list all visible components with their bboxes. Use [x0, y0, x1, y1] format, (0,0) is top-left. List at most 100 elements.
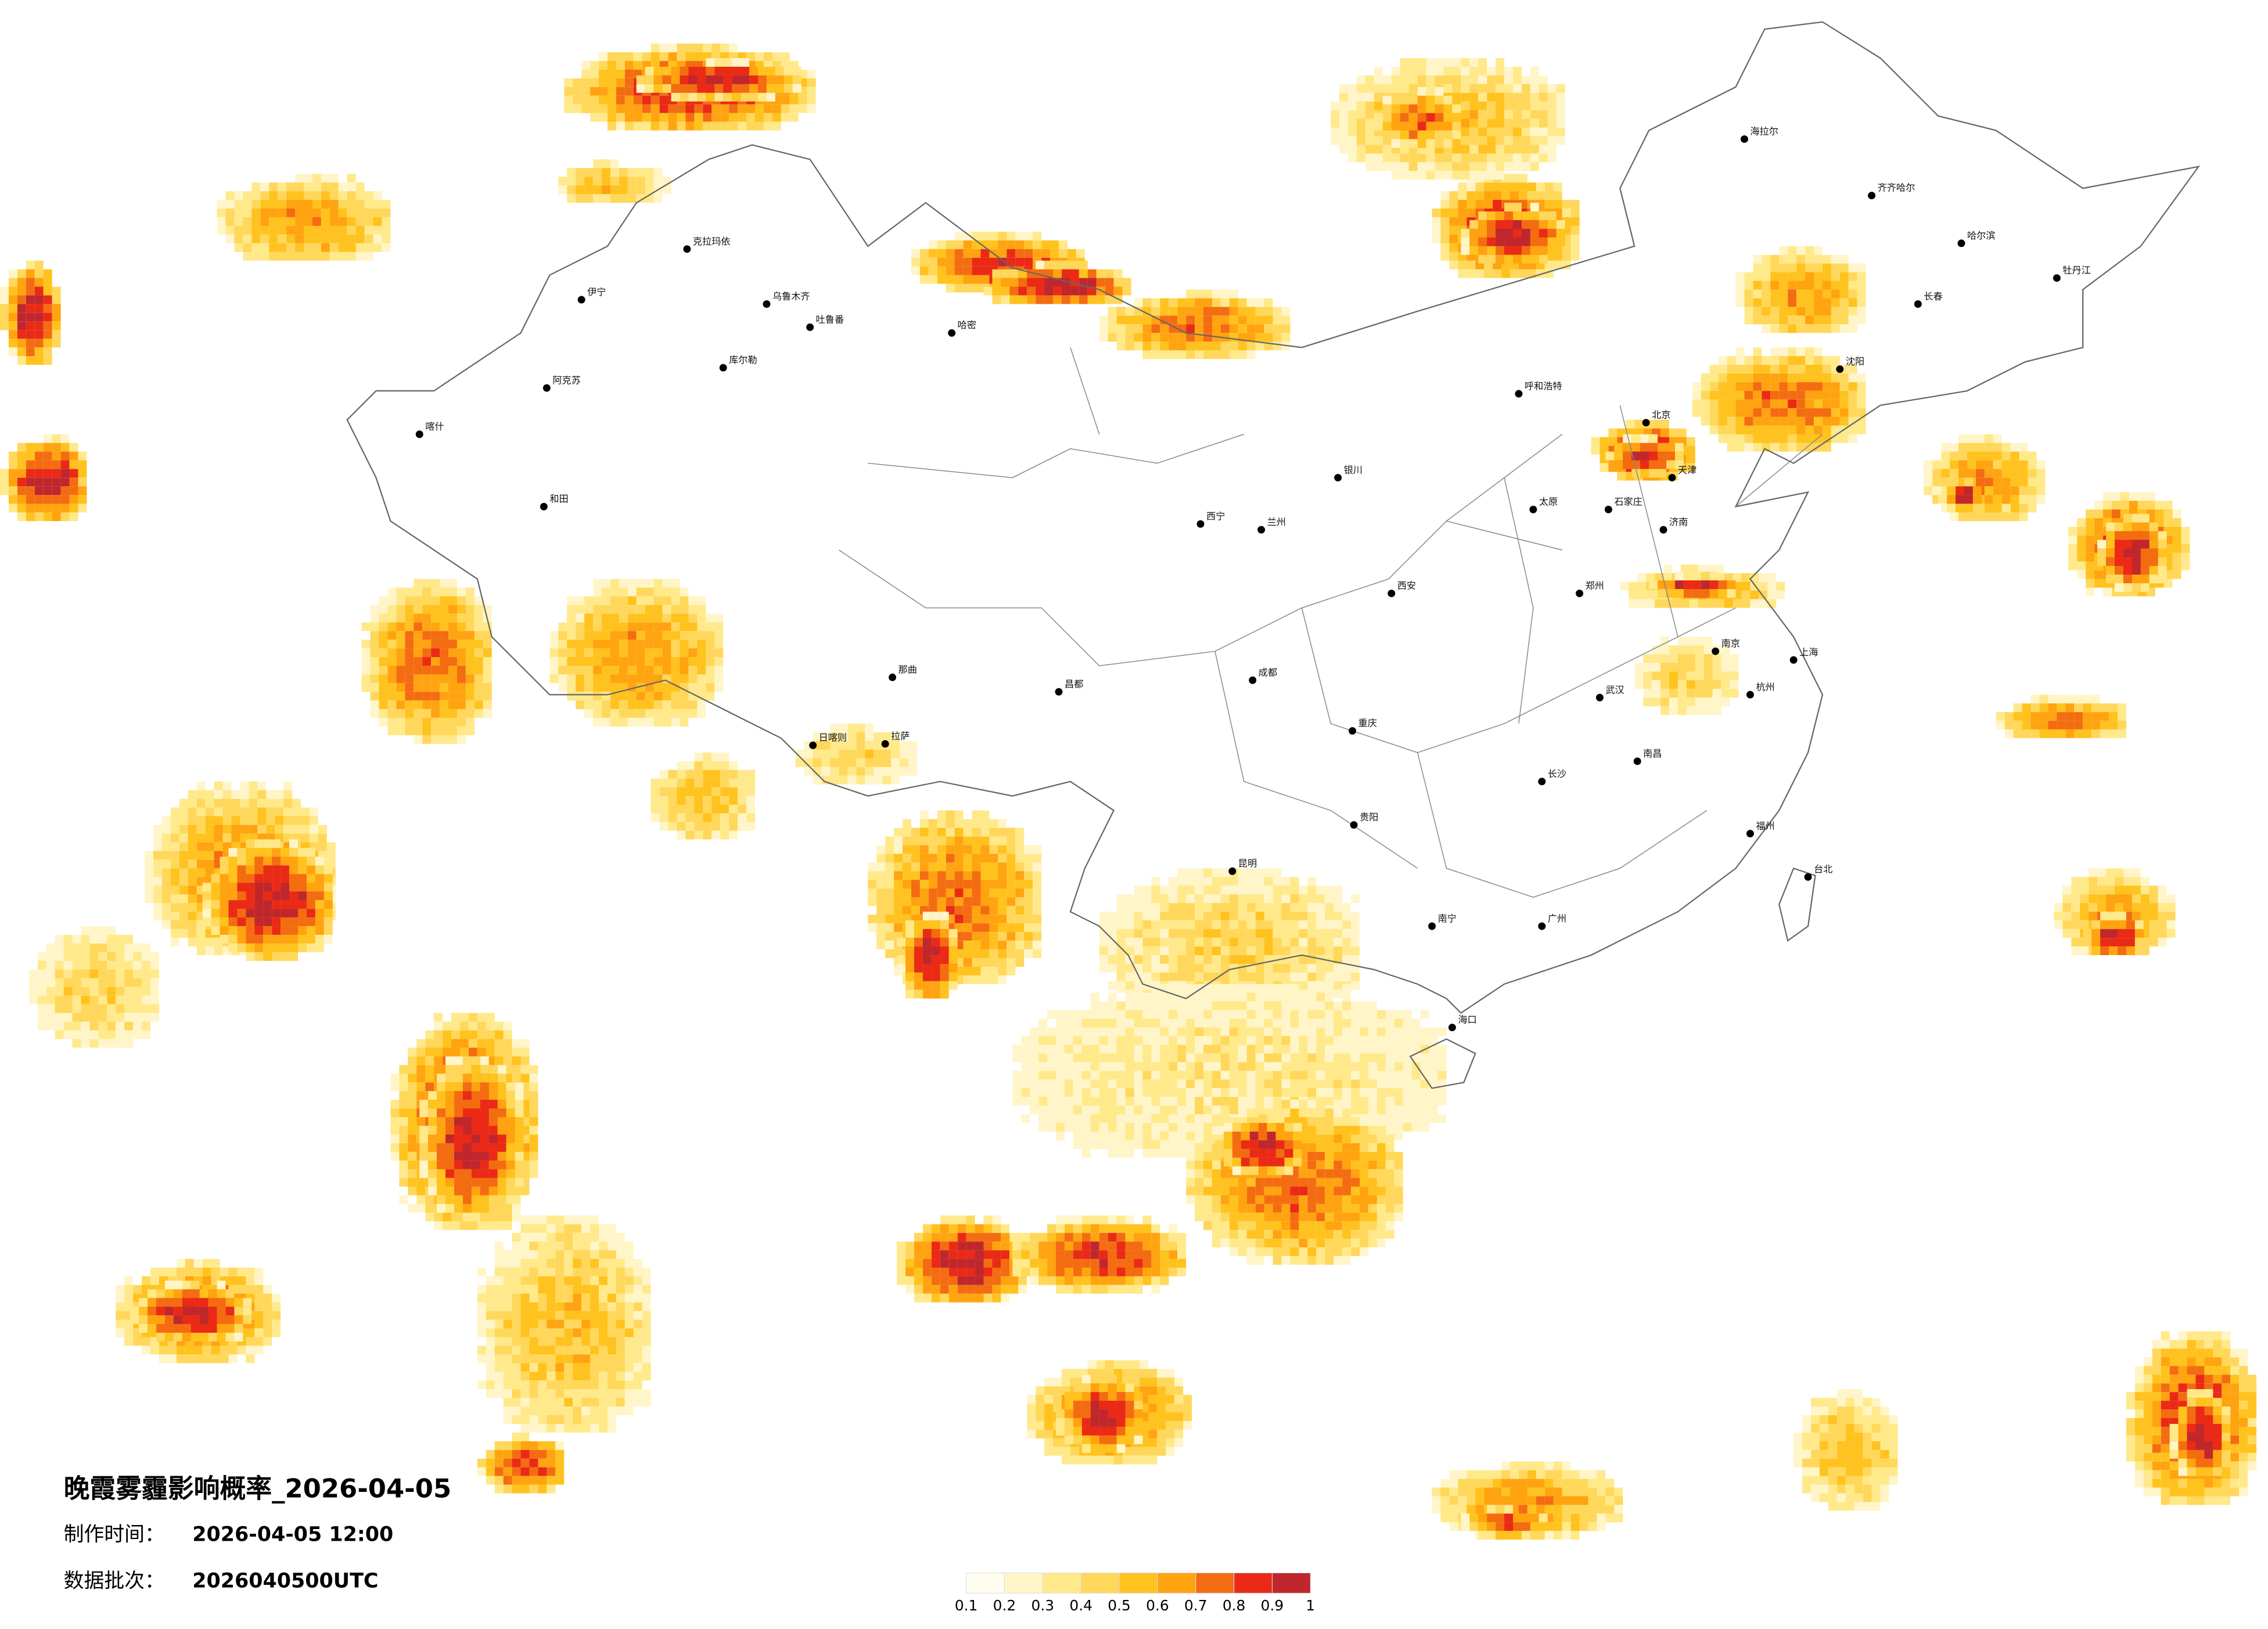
- heat-cell: [1255, 868, 1264, 877]
- heat-cell: [1727, 443, 1736, 452]
- heat-cell: [78, 460, 87, 469]
- heat-cell: [749, 92, 758, 102]
- heat-cell: [573, 87, 582, 96]
- heat-cell: [688, 66, 698, 76]
- heat-cell: [1299, 992, 1308, 1002]
- heat-cell: [2120, 492, 2129, 501]
- heat-cell: [1142, 929, 1152, 938]
- heat-cell: [772, 104, 781, 113]
- heat-cell: [1351, 1010, 1360, 1019]
- heat-cell: [1203, 903, 1212, 912]
- heat-cell: [1631, 469, 1641, 478]
- heat-cell: [732, 84, 741, 93]
- heat-cell: [1273, 1062, 1282, 1071]
- heat-cell: [653, 613, 663, 623]
- heat-cell: [1246, 929, 1256, 938]
- heat-cell: [954, 880, 964, 889]
- heat-cell: [1169, 984, 1178, 993]
- heat-cell: [251, 225, 261, 235]
- heat-cell: [1796, 408, 1806, 417]
- heat-cell: [1246, 1018, 1256, 1028]
- heat-cell: [1814, 417, 1823, 426]
- heat-cell: [205, 859, 214, 869]
- heat-cell: [1212, 938, 1221, 947]
- heat-cell: [1220, 1114, 1230, 1123]
- heat-cell: [1056, 1106, 1065, 1115]
- heat-cell: [671, 691, 680, 701]
- heat-cell: [1007, 257, 1016, 267]
- heat-cell: [1718, 399, 1727, 408]
- heat-cell: [1151, 1053, 1160, 1063]
- heat-cell: [1281, 307, 1291, 316]
- heat-cell: [720, 113, 729, 122]
- heat-cell: [306, 865, 315, 874]
- heat-cell: [2140, 583, 2150, 592]
- heat-cell: [928, 827, 937, 837]
- heat-cell: [1186, 868, 1195, 877]
- heat-cell: [2086, 535, 2095, 544]
- heat-cell: [680, 596, 689, 605]
- heat-cell: [1727, 408, 1736, 417]
- heat-cell: [1246, 333, 1256, 342]
- heat-cell: [650, 44, 660, 53]
- heat-cell: [1177, 1018, 1187, 1028]
- heat-cell: [1316, 1001, 1325, 1010]
- heat-cell: [1108, 1131, 1117, 1140]
- heat-cell: [309, 833, 318, 842]
- heat-cell: [1056, 1097, 1065, 1106]
- heat-cell: [1727, 434, 1736, 443]
- heat-cell: [1033, 923, 1042, 932]
- heat-cell: [1116, 938, 1126, 947]
- heat-cell: [387, 709, 397, 718]
- heat-cell: [1493, 191, 1502, 200]
- heat-cell: [405, 691, 414, 701]
- heat-cell: [581, 104, 591, 113]
- heat-cell: [590, 113, 599, 122]
- heat-cell: [1487, 127, 1496, 137]
- heat-cell: [946, 827, 955, 837]
- heat-cell: [2109, 703, 2118, 712]
- heat-cell: [2129, 501, 2138, 510]
- heat-cell: [1220, 1045, 1230, 1054]
- heat-cell: [697, 596, 706, 605]
- heat-cell: [1177, 903, 1187, 912]
- heat-cell: [564, 95, 573, 105]
- heat-cell: [465, 709, 475, 718]
- heat-cell: [474, 665, 483, 674]
- heat-cell: [1024, 932, 1033, 941]
- heat-cell: [1108, 307, 1117, 316]
- heat-cell: [1151, 1079, 1160, 1089]
- heat-cell: [1753, 315, 1762, 325]
- heat-cell: [1099, 1053, 1108, 1063]
- heat-cell: [1007, 871, 1016, 880]
- heat-cell: [1195, 1027, 1204, 1036]
- heat-cell: [1001, 295, 1010, 304]
- heat-cell: [1996, 712, 2005, 721]
- heat-cell: [1735, 347, 1745, 357]
- heat-cell: [1709, 382, 1719, 391]
- heat-cell: [1220, 946, 1230, 956]
- heat-cell: [1334, 1053, 1343, 1063]
- heat-cell: [1484, 191, 1493, 200]
- heat-cell: [1177, 298, 1187, 307]
- heat-cell: [1033, 871, 1042, 880]
- heat-cell: [671, 66, 680, 76]
- heat-cell: [1099, 1018, 1108, 1028]
- heat-cell: [1400, 139, 1409, 148]
- heat-cell: [1487, 145, 1496, 154]
- heat-cell: [1038, 1097, 1048, 1106]
- heat-cell: [17, 469, 26, 478]
- heat-cell: [798, 104, 807, 113]
- heat-cell: [1273, 894, 1282, 903]
- heat-cell: [1374, 113, 1383, 122]
- heat-cell: [1634, 419, 1644, 429]
- heat-cell: [1030, 1062, 1039, 1071]
- heat-cell: [1469, 119, 1479, 128]
- heat-cell: [1325, 992, 1334, 1002]
- heat-cell: [196, 929, 206, 938]
- heat-cell: [766, 84, 775, 93]
- heat-cell: [448, 700, 457, 709]
- heat-cell: [650, 113, 660, 122]
- heat-cell: [1203, 955, 1212, 964]
- heat-cell: [564, 104, 573, 113]
